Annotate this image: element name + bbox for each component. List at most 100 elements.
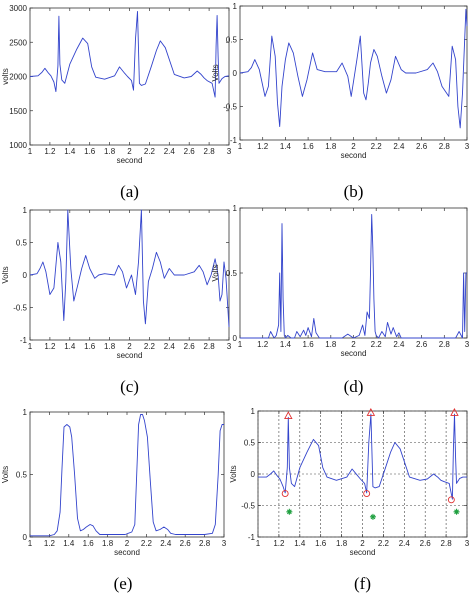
x-tick-label: 3	[465, 539, 470, 548]
x-tick-label: 2.4	[399, 539, 411, 548]
x-tick-label: 1.2	[257, 142, 269, 151]
x-tick-label: 1.4	[294, 539, 306, 548]
panel-caption: (c)	[120, 377, 139, 396]
x-tick-label: 2	[125, 539, 130, 548]
y-tick-label: 1	[251, 407, 256, 416]
y-tick-label: -1	[230, 136, 238, 145]
x-tick-label: 2	[360, 539, 365, 548]
x-tick-label: 1.4	[280, 142, 292, 151]
x-tick-label: 1	[256, 539, 261, 548]
x-tick-label: 1.6	[84, 342, 96, 351]
panel-caption: (a)	[120, 182, 139, 201]
y-axis-label: volts	[1, 68, 10, 84]
x-tick-label: 1.8	[336, 539, 348, 548]
x-tick-label: 1.8	[325, 340, 337, 349]
x-axis-label: second	[341, 151, 367, 160]
y-tick-label: 0.5	[16, 239, 28, 248]
x-tick-label: 2.6	[184, 147, 196, 156]
x-tick-label: 2.6	[416, 142, 428, 151]
x-tick-label: 2.6	[180, 539, 192, 548]
x-tick-label: 1.2	[273, 539, 285, 548]
panel-caption: (e)	[114, 574, 133, 593]
x-tick-label: 2.6	[416, 340, 428, 349]
x-tick-label: 1	[238, 340, 243, 349]
x-tick-label: 1.6	[303, 340, 315, 349]
x-tick-label: 2	[127, 342, 132, 351]
x-tick-label: 1.8	[325, 142, 337, 151]
x-tick-label: 1	[28, 147, 33, 156]
y-tick-label: -1	[248, 533, 256, 542]
y-tick-label: 0.5	[226, 269, 238, 278]
q-point-marker	[447, 496, 455, 504]
y-tick-label: -0.5	[13, 304, 27, 313]
x-tick-label: 1.2	[44, 342, 56, 351]
x-tick-label: 1.2	[44, 147, 56, 156]
ecg-series-line	[258, 413, 467, 500]
s-point-marker	[453, 508, 460, 515]
x-tick-label: 1.8	[104, 147, 116, 156]
plot-frame	[239, 207, 468, 339]
x-tick-label: 2	[351, 142, 356, 151]
ecg-series-line	[30, 414, 224, 537]
x-tick-label: 1.8	[102, 539, 114, 548]
x-tick-label: 2.2	[141, 539, 153, 548]
plot-frame	[239, 5, 468, 141]
y-axis-label: Volts	[1, 266, 10, 283]
y-tick-label: 0	[233, 69, 238, 78]
y-axis-label: Volts	[229, 465, 238, 482]
x-tick-label: 1	[28, 539, 33, 548]
x-tick-label: 2	[351, 340, 356, 349]
x-tick-label: 2.4	[164, 342, 176, 351]
x-tick-label: 1	[238, 142, 243, 151]
x-tick-label: 1.4	[280, 340, 292, 349]
x-tick-label: 2.4	[393, 340, 405, 349]
r-peak-marker	[366, 407, 376, 416]
y-axis-label: Volts	[211, 264, 220, 281]
x-axis-label: second	[117, 351, 143, 360]
r-peak-marker	[450, 407, 459, 416]
x-tick-label: 2.4	[393, 142, 405, 151]
x-tick-label: 3	[465, 340, 470, 349]
x-axis-label: second	[350, 548, 376, 557]
x-tick-label: 1.6	[315, 539, 327, 548]
s-point-marker	[286, 508, 293, 515]
panel-caption: (d)	[344, 377, 364, 396]
x-tick-label: 3	[227, 342, 232, 351]
x-tick-label: 2.6	[184, 342, 196, 351]
y-tick-label: 0.5	[16, 471, 28, 480]
y-tick-label: 0	[23, 271, 28, 280]
ecg-series-line	[240, 214, 467, 339]
y-tick-label: 1500	[9, 107, 27, 116]
x-tick-label: 1.6	[84, 147, 96, 156]
x-tick-label: 2.4	[164, 147, 176, 156]
chart-panel-a: 1000 1500 2000 2500 3000 1 1.2 1.4 1.6 1.8 2 2.2 2.4…	[1, 4, 232, 201]
x-axis-label: second	[117, 156, 143, 165]
ecg-series-line	[29, 10, 230, 98]
y-tick-label: 1	[233, 2, 238, 11]
y-tick-label: -0.5	[223, 103, 237, 112]
x-tick-label: 3	[465, 142, 470, 151]
y-tick-label: 0	[251, 470, 256, 479]
y-tick-label: 0.5	[226, 36, 238, 45]
x-tick-label: 2.2	[371, 142, 383, 151]
q-point-marker	[281, 490, 289, 497]
x-tick-label: 2.8	[439, 340, 451, 349]
x-tick-label: 2.8	[204, 342, 216, 351]
ecg-series-line	[239, 8, 468, 129]
y-tick-label: 0	[23, 533, 28, 542]
x-tick-label: 1.6	[303, 142, 315, 151]
y-tick-label: 1	[233, 204, 238, 213]
y-tick-label: 1	[23, 206, 28, 215]
y-tick-label: 1000	[9, 141, 27, 150]
x-axis-label: second	[341, 349, 367, 358]
r-peak-marker	[284, 411, 293, 419]
x-tick-label: 1.4	[64, 342, 76, 351]
s-point-marker	[369, 513, 376, 520]
x-tick-label: 2.2	[144, 147, 156, 156]
panel-caption: (f)	[354, 574, 371, 593]
y-tick-label: 1	[23, 408, 28, 417]
ecg-series-line	[29, 209, 230, 328]
q-point-marker	[363, 490, 371, 497]
y-tick-label: -0.5	[241, 502, 255, 511]
chart-panel-e: 0 0.5 1 1 1.2 1.4 1.6 1.8 2 2.2 2.4 2.6 2.8 3 second Vo…	[1, 408, 227, 593]
